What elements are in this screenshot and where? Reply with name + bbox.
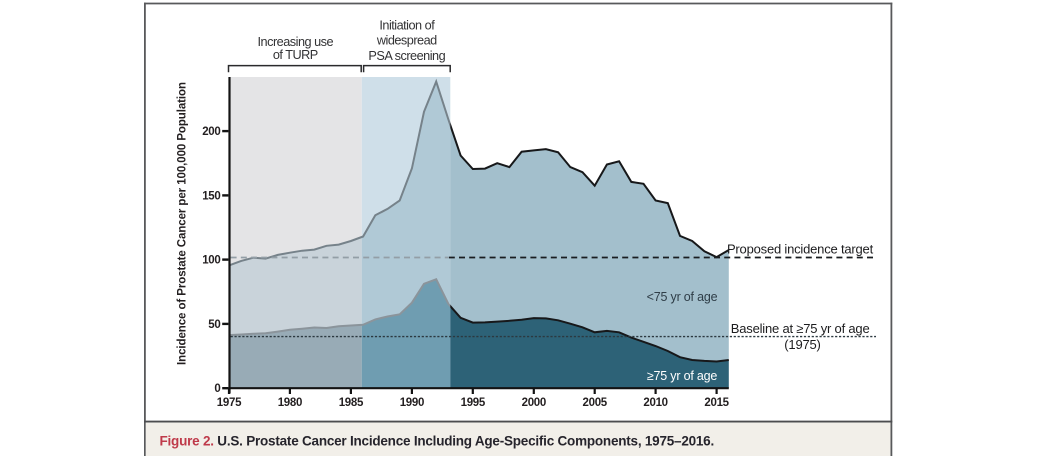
svg-text:(1975): (1975) xyxy=(784,337,820,352)
svg-text:Figure 2. U.S. Prostate Cancer: Figure 2. U.S. Prostate Cancer Incidence… xyxy=(160,434,715,449)
svg-text:<75 yr of age: <75 yr of age xyxy=(647,290,718,304)
svg-text:1985: 1985 xyxy=(339,397,364,409)
svg-text:2015: 2015 xyxy=(704,397,729,409)
svg-text:150: 150 xyxy=(202,190,220,202)
svg-text:of TURP: of TURP xyxy=(273,48,318,62)
svg-text:PSA screening: PSA screening xyxy=(368,49,445,63)
svg-text:1990: 1990 xyxy=(400,397,424,409)
svg-text:1980: 1980 xyxy=(278,397,302,409)
svg-text:2005: 2005 xyxy=(583,397,608,409)
svg-text:100: 100 xyxy=(202,255,220,267)
svg-text:≥75 yr of age: ≥75 yr of age xyxy=(647,369,718,383)
svg-text:Initiation of: Initiation of xyxy=(379,18,435,32)
svg-text:1975: 1975 xyxy=(217,397,242,409)
svg-text:2000: 2000 xyxy=(522,397,546,409)
svg-text:1995: 1995 xyxy=(461,397,486,409)
svg-text:Baseline at ≥75 yr of age: Baseline at ≥75 yr of age xyxy=(731,321,870,336)
svg-text:0: 0 xyxy=(214,383,220,395)
svg-text:Proposed incidence target: Proposed incidence target xyxy=(727,241,874,256)
svg-text:50: 50 xyxy=(208,319,220,331)
svg-text:Incidence of Prostate Cancer p: Incidence of Prostate Cancer per 100,000… xyxy=(177,82,189,365)
svg-text:200: 200 xyxy=(202,126,220,138)
svg-text:Increasing use: Increasing use xyxy=(258,35,334,49)
svg-text:2010: 2010 xyxy=(643,397,667,409)
svg-text:widespread: widespread xyxy=(376,34,437,48)
